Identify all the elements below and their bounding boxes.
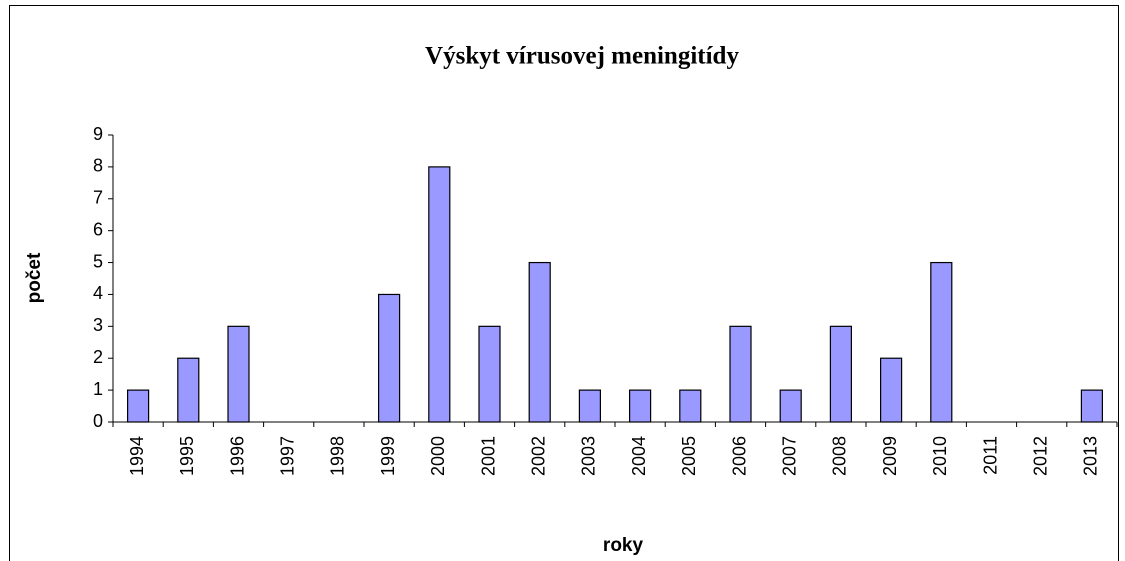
bar [779,389,802,423]
x-tick-label: 1994 [127,436,147,476]
x-tick-label: 2002 [528,436,548,476]
x-tick-label: 2003 [579,436,599,476]
x-axis-label: roky [603,535,644,556]
x-tick-label: 2012 [1030,436,1050,476]
bar [428,166,451,423]
y-axis-label: počet [24,252,45,303]
bar [478,325,501,423]
y-tick-label: 7 [93,188,103,208]
x-tick-label: 2013 [1081,436,1101,476]
x-tick-label: 2008 [830,436,850,476]
x-tick-label: 2001 [478,436,498,476]
bar [177,357,200,423]
y-tick-label: 8 [93,156,103,176]
bar [227,325,250,423]
bar [829,325,853,423]
y-tick-label: 4 [93,283,103,303]
x-tick-label: 1998 [328,436,348,476]
x-tick-label: 2006 [729,436,749,476]
x-tick-label: 2004 [629,436,649,476]
x-tick-label: 1997 [277,436,297,476]
bar [528,261,551,423]
bar [126,389,150,423]
x-tick-label: 2010 [930,436,950,476]
y-tick-label: 2 [93,347,103,367]
bar [578,389,602,423]
x-tick-label: 2000 [428,436,448,476]
x-tick-label: 2011 [980,436,1000,475]
x-tick-label: 1999 [378,436,398,476]
bar [930,261,953,423]
x-tick-label: 2005 [679,436,699,476]
bar [378,293,401,423]
chart-title: Výskyt vírusovej meningitídy [425,43,739,70]
x-tick-label: 1995 [177,436,197,476]
bar [729,325,752,423]
x-tick-label: 1996 [227,436,247,476]
y-tick-label: 5 [93,251,103,271]
chart-frame [9,5,1119,561]
bar [879,357,903,423]
x-tick-label: 2009 [880,436,900,476]
y-tick-label: 0 [93,411,103,431]
y-tick-label: 3 [93,315,103,335]
bar [679,389,702,423]
y-tick-label: 6 [93,219,103,239]
bar [1080,389,1104,423]
y-tick-label: 9 [93,124,103,144]
y-tick-label: 1 [93,379,103,399]
bar [628,389,652,423]
x-tick-label: 2007 [779,436,799,476]
